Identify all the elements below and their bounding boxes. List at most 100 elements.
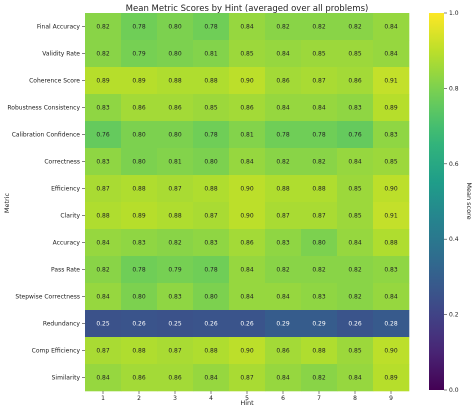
cell-value-label: 0.82	[348, 24, 362, 31]
cell-value-label: 0.82	[312, 267, 326, 274]
cell-value-label: 0.83	[348, 105, 362, 112]
cell-value-label: 0.84	[348, 240, 362, 247]
heatmap-cell	[373, 148, 410, 176]
heatmap-cell	[337, 175, 374, 203]
heatmap-cell	[85, 175, 122, 203]
cell-value-label: 0.84	[348, 375, 362, 382]
cell-value-label: 0.88	[312, 186, 326, 193]
cell-value-label: 0.88	[276, 186, 290, 193]
heatmap-cell	[193, 94, 230, 122]
x-tick-label: 5	[245, 395, 249, 402]
cell-value-label: 0.28	[384, 321, 398, 328]
cell-value-label: 0.84	[384, 294, 398, 301]
cell-value-label: 0.84	[240, 24, 254, 31]
heatmap-cell	[229, 229, 266, 257]
cell-value-label: 0.78	[132, 267, 146, 274]
cell-value-label: 0.84	[96, 294, 110, 301]
y-axis-label: Metric	[3, 192, 11, 213]
cell-value-label: 0.82	[168, 240, 182, 247]
cell-value-label: 0.84	[96, 240, 110, 247]
heatmap-cell	[229, 310, 266, 338]
cell-value-label: 0.88	[168, 78, 182, 85]
y-tick-label: Calibration Confidence	[12, 132, 81, 139]
cell-value-label: 0.81	[168, 159, 182, 166]
y-tick-label: Efficiency	[51, 186, 80, 193]
heatmap-cell	[373, 337, 410, 365]
cell-value-label: 0.90	[384, 348, 398, 355]
y-tick-label: Comp Efficiency	[32, 348, 81, 355]
heatmap-cell	[373, 310, 410, 338]
cell-value-label: 0.90	[240, 213, 254, 220]
heatmap-cell	[121, 202, 158, 230]
heatmap-cell	[373, 67, 410, 95]
heatmap-cell	[337, 364, 374, 392]
y-tick-label: Pass Rate	[51, 267, 80, 274]
heatmap-cell	[373, 256, 410, 284]
heatmap-cell	[229, 148, 266, 176]
heatmap-cell	[301, 40, 338, 68]
cell-value-label: 0.89	[384, 105, 398, 112]
cell-value-label: 0.84	[276, 294, 290, 301]
heatmap-cell	[193, 337, 230, 365]
chart-title: Mean Metric Scores by Hint (averaged ove…	[126, 4, 369, 14]
heatmap-cell	[337, 337, 374, 365]
heatmap-cell	[229, 67, 266, 95]
heatmap-cell	[85, 337, 122, 365]
cell-value-label: 0.84	[96, 375, 110, 382]
heatmap-cell	[193, 13, 230, 41]
cell-value-label: 0.82	[348, 294, 362, 301]
colorbar-tick-label: 0.0	[449, 387, 459, 394]
heatmap-cell	[265, 175, 302, 203]
cell-value-label: 0.88	[312, 348, 326, 355]
heatmap-cell	[229, 94, 266, 122]
cell-value-label: 0.88	[204, 186, 218, 193]
x-tick-label: 2	[137, 395, 141, 402]
cell-value-label: 0.86	[168, 105, 182, 112]
y-tick-label: Correctness	[44, 159, 80, 166]
heatmap-cell	[157, 283, 194, 311]
heatmap-cell	[265, 364, 302, 392]
heatmap-cell	[337, 13, 374, 41]
cell-value-label: 0.80	[204, 159, 218, 166]
x-tick-label: 7	[317, 395, 321, 402]
heatmap-cell	[265, 202, 302, 230]
heatmap-cell	[193, 148, 230, 176]
heatmap-cell	[193, 256, 230, 284]
heatmap-cell	[193, 310, 230, 338]
cell-value-label: 0.76	[96, 132, 110, 139]
heatmap-cell	[85, 13, 122, 41]
cell-value-label: 0.80	[168, 24, 182, 31]
heatmap-cell	[301, 148, 338, 176]
y-axis: Final Accuracy Validity Rate Coherence Sco…	[7, 24, 85, 382]
cell-value-label: 0.79	[132, 51, 146, 58]
cell-value-label: 0.90	[240, 186, 254, 193]
heatmap-cell	[229, 40, 266, 68]
cell-value-label: 0.91	[384, 213, 398, 220]
cell-value-label: 0.26	[240, 321, 254, 328]
x-tick-label: 1	[101, 395, 105, 402]
cell-value-label: 0.84	[276, 51, 290, 58]
heatmap-cell	[121, 121, 158, 149]
heatmap-cell	[301, 337, 338, 365]
heatmap-cell	[157, 175, 194, 203]
cell-value-label: 0.78	[312, 132, 326, 139]
cell-value-label: 0.84	[276, 375, 290, 382]
cell-value-label: 0.86	[132, 375, 146, 382]
heatmap-cell	[265, 256, 302, 284]
cell-value-label: 0.85	[348, 348, 362, 355]
heatmap-cell	[265, 148, 302, 176]
heatmap-cell	[229, 13, 266, 41]
heatmap-cell	[193, 121, 230, 149]
heatmap-cell	[85, 148, 122, 176]
heatmap-cell	[121, 67, 158, 95]
heatmap-cell	[265, 94, 302, 122]
heatmap-cell	[373, 175, 410, 203]
heatmap-cell	[373, 13, 410, 41]
heatmap-cell	[85, 67, 122, 95]
heatmap-cell	[85, 256, 122, 284]
cell-value-label: 0.82	[96, 267, 110, 274]
cell-value-label: 0.82	[312, 159, 326, 166]
heatmap-cell	[337, 256, 374, 284]
heatmap-cell	[301, 364, 338, 392]
